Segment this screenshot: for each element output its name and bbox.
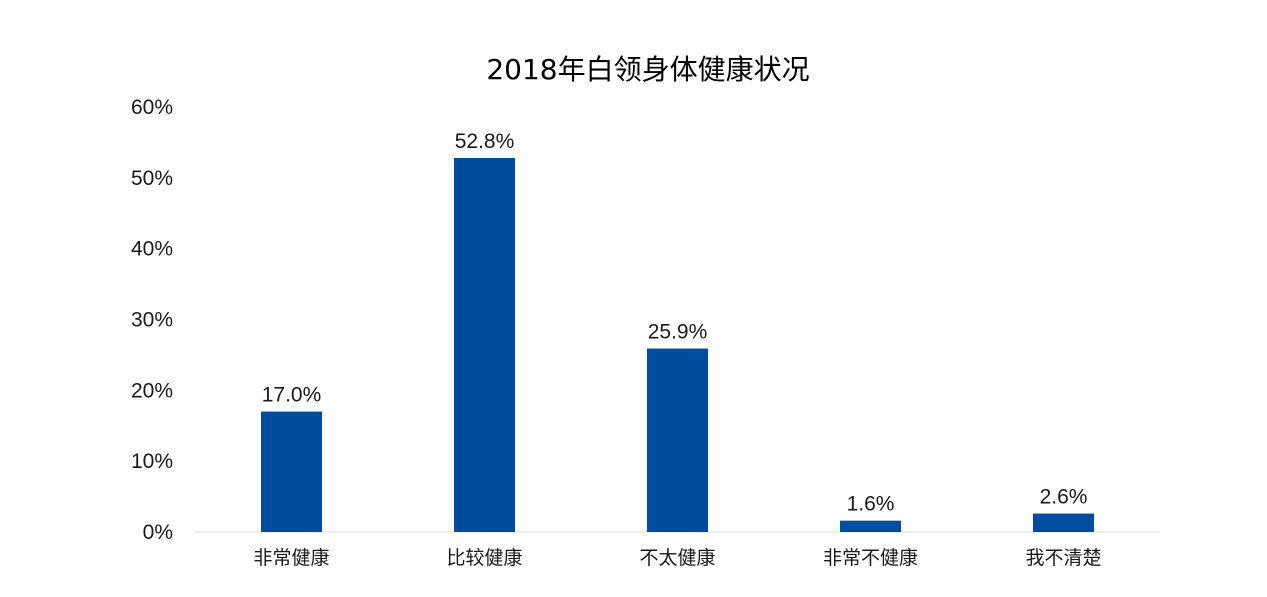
x-category-label: 我不清楚 (1025, 547, 1101, 569)
bar-value-label: 52.8% (455, 130, 515, 153)
y-axis-tick-labels: 0% 10% 20% 30% 40% 50% 60% (131, 96, 173, 544)
bar (1033, 513, 1094, 532)
y-tick-label: 60% (131, 96, 173, 119)
bar (261, 411, 322, 532)
y-tick-label: 20% (131, 379, 173, 402)
x-category-label: 比较健康 (446, 547, 522, 569)
x-category-label: 非常不健康 (823, 547, 918, 569)
bar-value-label: 17.0% (262, 384, 322, 407)
chart-title: 2018年白领身体健康状况 (486, 53, 809, 86)
bar-value-label: 2.6% (1040, 486, 1088, 509)
bar (454, 158, 515, 532)
bar (647, 348, 708, 532)
y-tick-label: 10% (131, 450, 173, 473)
bar-value-label: 1.6% (847, 493, 895, 516)
bar-value-label: 25.9% (648, 321, 708, 344)
data-labels: 17.0% 52.8% 25.9% 1.6% 2.6% (262, 130, 1088, 516)
bars (261, 158, 1094, 532)
x-category-label: 非常健康 (253, 547, 329, 569)
bar (840, 520, 901, 532)
y-tick-label: 30% (131, 309, 173, 332)
y-tick-label: 50% (131, 167, 173, 190)
y-tick-label: 40% (131, 238, 173, 261)
y-tick-label: 0% (143, 521, 173, 544)
x-category-label: 不太健康 (639, 547, 715, 569)
x-axis-tick-labels: 非常健康 比较健康 不太健康 非常不健康 我不清楚 (253, 547, 1101, 569)
